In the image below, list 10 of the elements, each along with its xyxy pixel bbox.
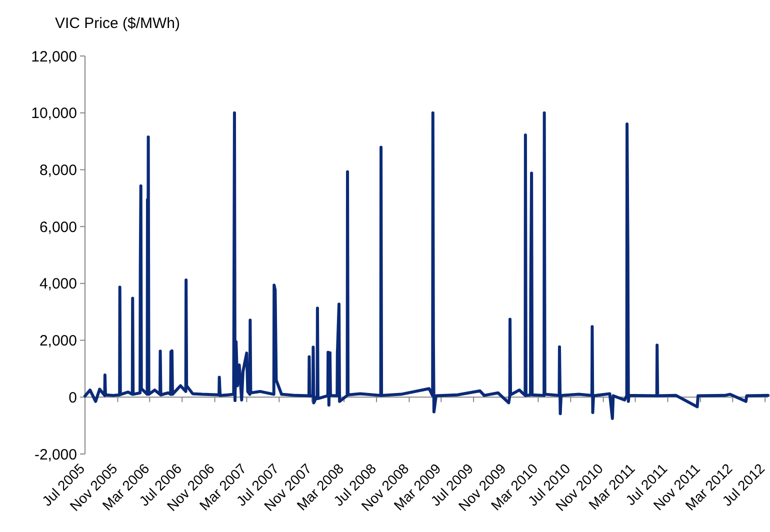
y-tick-label: 10,000 <box>31 105 77 122</box>
y-tick-label: 0 <box>68 389 77 406</box>
y-tick-label: 6,000 <box>39 218 77 236</box>
y-tick-label: 12,000 <box>31 48 77 66</box>
y-tick-label: -2,000 <box>34 446 77 464</box>
y-axis-title: VIC Price ($/MWh) <box>55 15 180 32</box>
line-series <box>84 111 770 420</box>
y-tick-label: 8,000 <box>39 162 77 179</box>
y-tick-label: 2,000 <box>39 332 77 350</box>
y-tick-label: 4,000 <box>39 276 77 293</box>
